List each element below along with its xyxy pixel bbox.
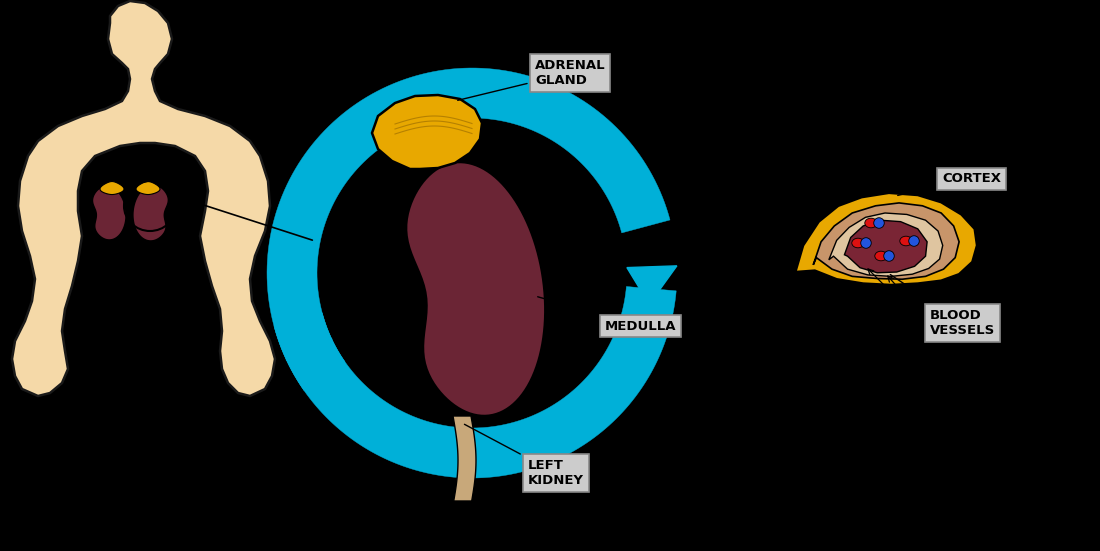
Text: LEFT
KIDNEY: LEFT KIDNEY [464, 424, 584, 487]
Polygon shape [453, 416, 476, 501]
Polygon shape [406, 162, 546, 416]
Ellipse shape [873, 218, 884, 228]
Polygon shape [795, 193, 977, 285]
Polygon shape [92, 186, 126, 240]
Polygon shape [133, 185, 168, 241]
Polygon shape [627, 266, 676, 304]
Polygon shape [813, 203, 959, 279]
Text: CORTEX: CORTEX [898, 172, 1001, 196]
Ellipse shape [865, 218, 877, 228]
Polygon shape [267, 68, 670, 391]
Polygon shape [136, 181, 160, 195]
Text: BLOOD
VESSELS: BLOOD VESSELS [890, 274, 996, 337]
Ellipse shape [883, 251, 894, 261]
Polygon shape [12, 1, 275, 396]
Text: MEDULLA: MEDULLA [538, 297, 676, 332]
Polygon shape [274, 287, 676, 478]
Ellipse shape [909, 236, 920, 246]
Ellipse shape [874, 251, 888, 261]
Polygon shape [286, 338, 331, 384]
Ellipse shape [860, 237, 871, 249]
Polygon shape [845, 220, 927, 273]
Polygon shape [828, 213, 943, 277]
Polygon shape [372, 95, 482, 169]
Polygon shape [100, 181, 124, 195]
Ellipse shape [900, 236, 912, 246]
Text: ADRENAL
GLAND: ADRENAL GLAND [458, 59, 606, 100]
Ellipse shape [851, 238, 865, 248]
